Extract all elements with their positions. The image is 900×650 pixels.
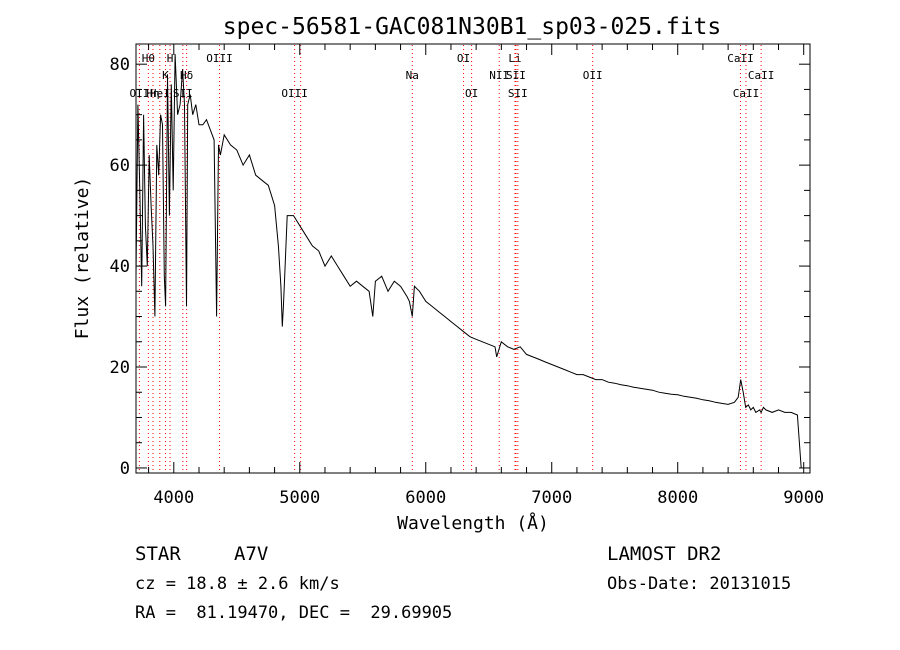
line-marker-label-1: Hθ <box>142 52 155 65</box>
object-subclass: A7V <box>234 543 269 565</box>
line-marker-label-18: OII <box>583 69 603 82</box>
x-tick-label-4: 8000 <box>657 488 698 508</box>
chart-title: spec-56581-GAC081N30B1_sp03-025.fits <box>223 14 722 40</box>
y-tick-label-3: 60 <box>110 156 130 176</box>
object-class: STAR <box>135 543 181 565</box>
line-marker-label-21: CaII <box>748 69 775 82</box>
line-marker-label-20: CaII <box>733 87 760 100</box>
line-marker-label-13: OI <box>465 87 478 100</box>
line-marker-label-9: OIII <box>281 87 308 100</box>
line-marker-label-14: NII <box>489 69 509 82</box>
axis-ticks: 4000 5000 6000 7000 8000 9000 0 20 40 60 80 <box>110 44 824 508</box>
line-markers: OIIHθHηHeIKHSIIHδOIIIOIIINaOIOINIILiSIIS… <box>129 45 774 472</box>
observation-date: Obs-Date: 20131015 <box>607 574 792 594</box>
spectrum-line <box>135 54 802 469</box>
y-axis-label: Flux (relative) <box>72 177 93 340</box>
survey-name: LAMOST DR2 <box>607 543 722 565</box>
x-axis-label: Wavelength (Å) <box>397 512 549 534</box>
y-tick-label-4: 80 <box>110 55 130 75</box>
y-tick-label-2: 40 <box>110 257 130 277</box>
line-marker-label-5: H <box>167 52 174 65</box>
y-tick-label-1: 20 <box>110 358 130 378</box>
plot-frame <box>135 43 811 474</box>
line-marker-label-19: CaII <box>727 52 754 65</box>
redshift-velocity: cz = 18.8 ± 2.6 km/s <box>135 574 340 594</box>
x-tick-label-2: 6000 <box>405 488 446 508</box>
line-marker-label-3: HeI <box>150 87 170 100</box>
x-tick-label-3: 7000 <box>531 488 572 508</box>
line-marker-label-16: SII <box>506 69 526 82</box>
x-tick-label-5: 9000 <box>783 488 824 508</box>
x-tick-label-0: 4000 <box>153 488 194 508</box>
line-marker-label-11: Na <box>406 69 419 82</box>
x-tick-label-1: 5000 <box>279 488 320 508</box>
y-tick-label-0: 0 <box>120 459 130 479</box>
line-marker-label-6: SII <box>173 87 193 100</box>
line-marker-label-2: Hη <box>146 87 159 100</box>
line-marker-label-8: OIII <box>206 52 233 65</box>
line-marker-label-4: K <box>162 69 169 82</box>
line-marker-label-17: SII <box>508 87 528 100</box>
sky-coordinates: RA = 81.19470, DEC = 29.69905 <box>135 603 453 623</box>
line-marker-label-12: OI <box>457 52 470 65</box>
line-marker-label-0: OII <box>129 87 149 100</box>
line-marker-label-15: Li <box>508 52 521 65</box>
